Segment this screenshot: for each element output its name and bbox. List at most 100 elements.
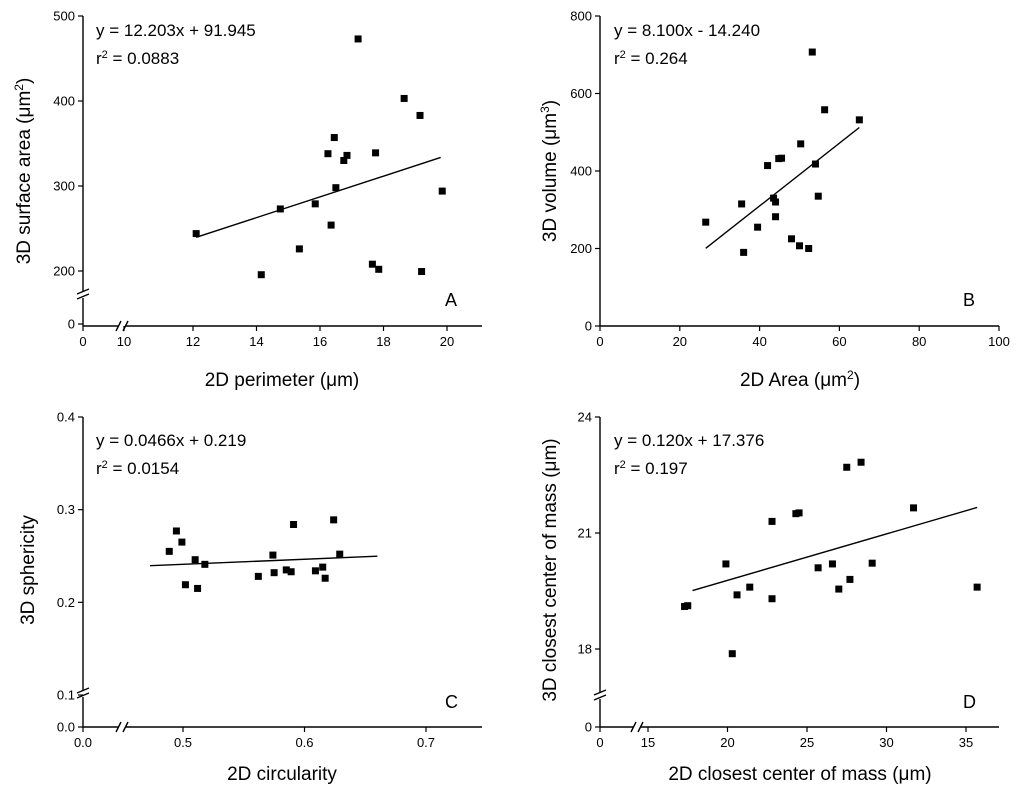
x-tick-label: 25 (800, 735, 814, 750)
x-tick-label: 20 (673, 334, 687, 349)
y-tick-label: 800 (570, 9, 592, 24)
y-axis-title: 3D volume (μm3) (538, 100, 561, 242)
y-tick-label: 0.3 (57, 502, 75, 517)
data-point (738, 200, 746, 208)
x-tick-label: 30 (879, 735, 893, 750)
data-point (805, 245, 813, 252)
x-axis-title: 2D perimeter (μm) (205, 370, 360, 391)
r-squared-label: r2 = 0.264 (614, 49, 688, 68)
regression-equation: y = 0.120x + 17.376 (614, 431, 764, 450)
y-tick-label: 200 (53, 264, 75, 279)
data-point (811, 160, 819, 168)
x-tick-label: 15 (641, 735, 655, 750)
x-axis-break-mark (115, 721, 129, 733)
data-point (311, 200, 319, 208)
data-point (814, 192, 822, 200)
regression-equation: y = 8.100x - 14.240 (614, 21, 760, 40)
data-point (772, 198, 780, 206)
y-tick-label: 0 (68, 317, 75, 332)
data-point (857, 458, 865, 466)
x-tick-label: 0.0 (74, 735, 92, 750)
data-point (400, 94, 408, 102)
x-tick-label: 20 (720, 735, 734, 750)
data-point (332, 184, 340, 192)
x-tick-label: 60 (832, 334, 846, 349)
x-axis-title: 2D circularity (227, 764, 337, 785)
data-point (740, 248, 748, 256)
x-tick-label: 20 (440, 334, 454, 349)
data-point (796, 242, 803, 250)
data-point (728, 650, 736, 658)
data-point (336, 550, 344, 558)
x-tick-label: 0 (596, 735, 603, 750)
data-point (269, 551, 277, 559)
data-point (321, 574, 329, 582)
data-point (843, 463, 851, 471)
x-tick-label: 14 (249, 334, 263, 349)
data-point (372, 149, 380, 157)
panel-b: 0 20 40 60 80 100 0 200 400 600 800 2D Area (μm2) 3D… (538, 9, 1010, 392)
x-tick-label: 35 (959, 735, 973, 750)
x-axis-break-gap (119, 724, 126, 730)
data-point (814, 564, 822, 572)
y-tick-label: 0.2 (57, 595, 75, 610)
data-point (768, 517, 776, 525)
y-axis-break-gap (80, 292, 86, 298)
data-point (768, 595, 776, 603)
data-point (828, 560, 836, 568)
regression-line (692, 506, 978, 592)
y-axis-title: 3D closest center of mass (μm) (540, 438, 561, 701)
y-tick-label: 400 (53, 94, 75, 109)
data-point (287, 568, 295, 576)
data-point (846, 575, 854, 583)
regression-equation: y = 0.0466x + 0.219 (96, 431, 246, 450)
data-point (295, 245, 303, 253)
y-tick-label: 500 (53, 9, 75, 24)
data-point (973, 583, 981, 591)
y-tick-label: 18 (578, 642, 592, 657)
data-point (330, 516, 338, 524)
data-point (418, 268, 426, 276)
x-tick-label: 0.6 (295, 735, 313, 750)
panel-d: 0 15 20 25 30 35 0 18 21 24 2D closest center of m… (540, 410, 999, 785)
data-point (340, 157, 348, 164)
data-point (702, 218, 710, 226)
y-tick-label: 0.0 (57, 720, 75, 735)
y-axis-break-mark (593, 689, 607, 701)
panel-letter: D (963, 692, 976, 712)
y-tick-label: 400 (570, 164, 592, 179)
data-point (855, 116, 863, 124)
x-tick-label: 40 (752, 334, 766, 349)
data-point (746, 583, 754, 591)
regression-line (705, 126, 860, 249)
x-tick-label: 0 (79, 334, 86, 349)
y-tick-label: 0 (585, 720, 592, 735)
data-point (754, 223, 762, 231)
x-tick-label: 0.5 (174, 735, 192, 750)
x-tick-label: 16 (313, 334, 327, 349)
data-point (165, 547, 173, 555)
x-tick-label: 0 (596, 334, 603, 349)
data-point (788, 235, 796, 243)
data-point (375, 265, 383, 273)
data-point (868, 559, 876, 567)
data-point (808, 48, 816, 56)
data-point (438, 187, 446, 195)
r-squared-label: r2 = 0.197 (614, 459, 688, 478)
data-point (311, 567, 319, 575)
data-point (772, 213, 780, 221)
x-axis-break-mark (630, 721, 644, 733)
data-point (797, 140, 805, 148)
data-point (319, 563, 327, 571)
x-tick-label: 0.7 (417, 735, 435, 750)
data-point (290, 520, 298, 528)
data-point (343, 151, 351, 159)
x-tick-label: 12 (186, 334, 200, 349)
panel-c: 0.0 0.5 0.6 0.7 0.0 0.1 0.2 0.3 0.4 2D circularit… (18, 410, 482, 785)
regression-line (149, 555, 378, 567)
data-point (324, 150, 332, 158)
y-tick-label: 21 (578, 526, 592, 541)
panel-letter: A (445, 290, 457, 310)
data-point (192, 230, 200, 238)
y-tick-label: 0.1 (57, 688, 75, 703)
